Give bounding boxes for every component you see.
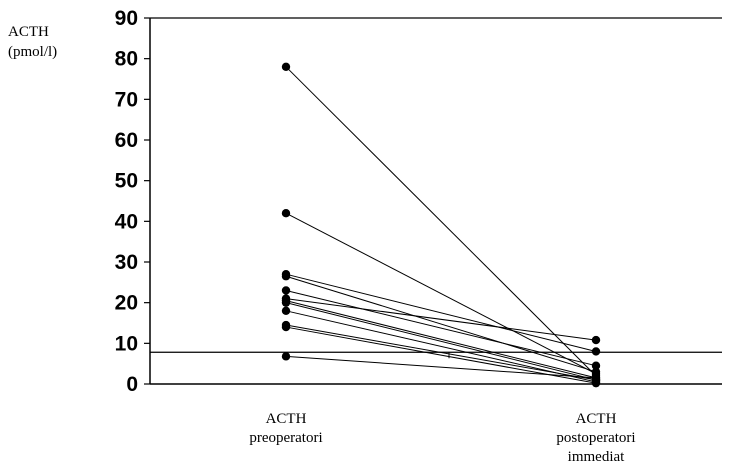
pair-line [285,289,597,367]
point-preoperatori [281,272,291,281]
y-axis-title: ACTH (pmol/l) [8,24,57,60]
pair-line [285,66,597,377]
point-postoperatori [591,347,601,356]
point-preoperatori [281,306,291,315]
x-category-label: ACTH [266,411,307,427]
pair-line [285,273,597,352]
point-postoperatori [591,335,601,345]
point-preoperatori [281,286,291,295]
plot-area: 0 10 20 30 40 50 60 70 80 90 [115,7,722,396]
x-category-label: postoperatori [556,430,635,446]
y-tick-label: 70 [115,88,138,111]
y-axis-title-line-2: (pmol/l) [8,44,57,60]
point-postoperatori [591,361,601,370]
point-preoperatori [281,62,291,71]
y-tick-label: 40 [115,210,138,233]
y-tick-label: 60 [115,129,138,152]
y-tick-label: 0 [126,373,138,396]
y-tick-label: 90 [115,7,138,30]
point-preoperatori [281,352,291,361]
pair-line [285,302,597,381]
pair-line [285,298,597,341]
point-preoperatori [281,209,291,218]
point-postoperatori [591,373,601,383]
point-preoperatori [281,298,291,307]
pair-line [285,212,597,375]
y-tick-label: 20 [115,292,138,315]
y-tick-label: 10 [115,332,138,355]
pair-line [285,300,597,379]
y-tick-label: 30 [115,251,138,274]
pair-line [285,310,597,383]
point-postoperatori [591,367,601,376]
x-category-label: ACTH [576,411,617,427]
x-category-label: preoperatori [249,430,322,446]
y-tick-label: 50 [115,170,138,193]
x-category-label: immediat [568,449,625,465]
pair-line [285,324,597,381]
y-axis-title-line-1: ACTH [8,24,49,40]
pair-line [285,275,597,373]
category-labels: ACTH preoperatori ACTH postoperatori immedia… [249,411,635,465]
y-tick-label: 80 [115,48,138,71]
point-preoperatori [281,322,291,332]
pair-line [285,355,597,379]
